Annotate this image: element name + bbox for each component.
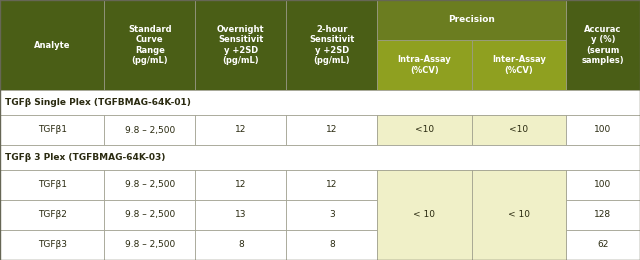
Bar [377,170,472,260]
Bar [286,0,377,90]
Bar [286,230,377,260]
Text: 8: 8 [238,240,244,250]
Bar [566,230,640,260]
Bar [0,170,104,200]
Bar [472,170,566,260]
Text: 12: 12 [326,180,337,189]
Text: 9.8 – 2,500: 9.8 – 2,500 [125,180,175,189]
Text: TGFβ1: TGFβ1 [38,180,67,189]
Bar [195,0,286,90]
Text: TGFβ Single Plex (TGFBMAG-64K-01): TGFβ Single Plex (TGFBMAG-64K-01) [5,98,191,107]
Text: 128: 128 [595,210,611,219]
Bar [104,230,195,260]
Text: TGFβ 3 Plex (TGFBMAG-64K-03): TGFβ 3 Plex (TGFBMAG-64K-03) [5,153,166,162]
Text: 100: 100 [595,180,612,189]
Text: < 10: < 10 [413,210,435,219]
Bar [104,200,195,230]
Text: TGFβ1: TGFβ1 [38,126,67,134]
Text: Intra-Assay
(%CV): Intra-Assay (%CV) [397,55,451,75]
Bar [0,115,104,145]
Text: 8: 8 [329,240,335,250]
Text: 9.8 – 2,500: 9.8 – 2,500 [125,240,175,250]
Text: <10: <10 [415,126,434,134]
Text: Accurac
y (%)
(serum
samples): Accurac y (%) (serum samples) [582,25,624,65]
Bar [377,0,566,40]
Text: 2-hour
Sensitivit
y +2SD
(pg/mL): 2-hour Sensitivit y +2SD (pg/mL) [309,25,355,65]
Bar [0,200,104,230]
Bar [0,230,104,260]
Text: Analyte: Analyte [34,41,70,50]
Bar [104,0,195,90]
Text: Inter-Assay
(%CV): Inter-Assay (%CV) [492,55,546,75]
Text: 12: 12 [326,126,337,134]
Bar [286,200,377,230]
Bar [377,115,472,145]
Bar [377,40,472,90]
Text: 12: 12 [235,180,246,189]
Text: TGFβ3: TGFβ3 [38,240,67,250]
Text: 3: 3 [329,210,335,219]
Text: 9.8 – 2,500: 9.8 – 2,500 [125,210,175,219]
Text: Overnight
Sensitivit
y +2SD
(pg/mL): Overnight Sensitivit y +2SD (pg/mL) [217,25,265,65]
Bar [195,200,286,230]
Bar [195,170,286,200]
Bar [566,170,640,200]
Bar [566,200,640,230]
Bar [286,115,377,145]
Bar [472,115,566,145]
Text: 13: 13 [235,210,246,219]
Bar [195,230,286,260]
Text: Standard
Curve
Range
(pg/mL): Standard Curve Range (pg/mL) [128,25,172,65]
Bar [0,145,640,170]
Bar [104,170,195,200]
Bar [104,115,195,145]
Bar [286,170,377,200]
Text: < 10: < 10 [508,210,530,219]
Text: 62: 62 [597,240,609,250]
Text: <10: <10 [509,126,528,134]
Bar [472,40,566,90]
Bar [195,115,286,145]
Bar [0,90,640,115]
Text: 9.8 – 2,500: 9.8 – 2,500 [125,126,175,134]
Bar [566,0,640,90]
Text: TGFβ2: TGFβ2 [38,210,67,219]
Text: 12: 12 [235,126,246,134]
Bar [566,115,640,145]
Bar [0,0,104,90]
Text: Precision: Precision [448,15,495,24]
Text: 100: 100 [595,126,612,134]
